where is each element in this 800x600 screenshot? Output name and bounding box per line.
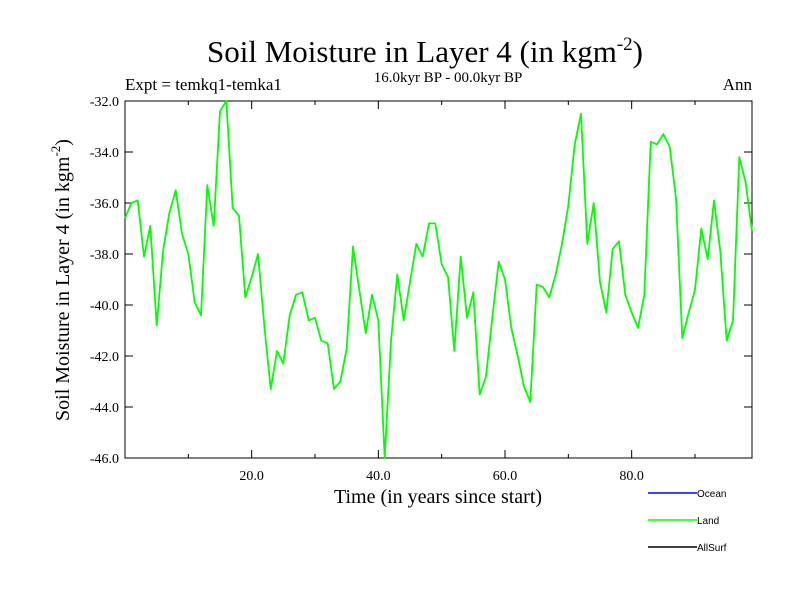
legend-label-land: Land xyxy=(697,516,719,527)
chart-subtitle: 16.0kyr BP - 00.0kyr BP xyxy=(374,70,523,86)
y-tick-label: -38.0 xyxy=(90,248,119,263)
y-tick-label: -42.0 xyxy=(90,350,119,365)
series-line-land xyxy=(124,100,753,459)
y-tick-label: -36.0 xyxy=(90,197,119,212)
legend-label-allsurf: AllSurf xyxy=(697,543,727,554)
y-tick-label: -34.0 xyxy=(90,146,119,161)
y-tick-label: -32.0 xyxy=(90,95,119,110)
x-tick-label: 40.0 xyxy=(366,469,391,484)
x-tick-label: 60.0 xyxy=(493,469,518,484)
plot-frame xyxy=(124,100,753,459)
legend: Ocean Land AllSurf xyxy=(648,489,727,554)
y-tick-label: -40.0 xyxy=(90,299,119,314)
chart-title: Soil Moisture in Layer 4 (in kgm-2) xyxy=(207,34,643,69)
legend-label-ocean: Ocean xyxy=(697,489,726,500)
x-tick-label: 20.0 xyxy=(239,469,264,484)
y-axis: -32.0 -34.0 -36.0 -38.0 -40.0 -42.0 -44.0 -46.0 xyxy=(90,95,752,467)
season-label: Ann xyxy=(723,75,753,94)
experiment-label: Expt = temkq1-temka1 xyxy=(125,75,282,94)
series-group xyxy=(124,100,753,459)
x-axis: 20.0 40.0 60.0 80.0 xyxy=(187,101,696,484)
y-tick-label: -44.0 xyxy=(90,401,119,416)
x-axis-label: Time (in years since start) xyxy=(334,486,542,508)
x-tick-label: 80.0 xyxy=(619,469,644,484)
y-axis-label: Soil Moisture in Layer 4 (in kgm-2) xyxy=(48,139,74,421)
y-tick-label: -46.0 xyxy=(90,452,119,467)
